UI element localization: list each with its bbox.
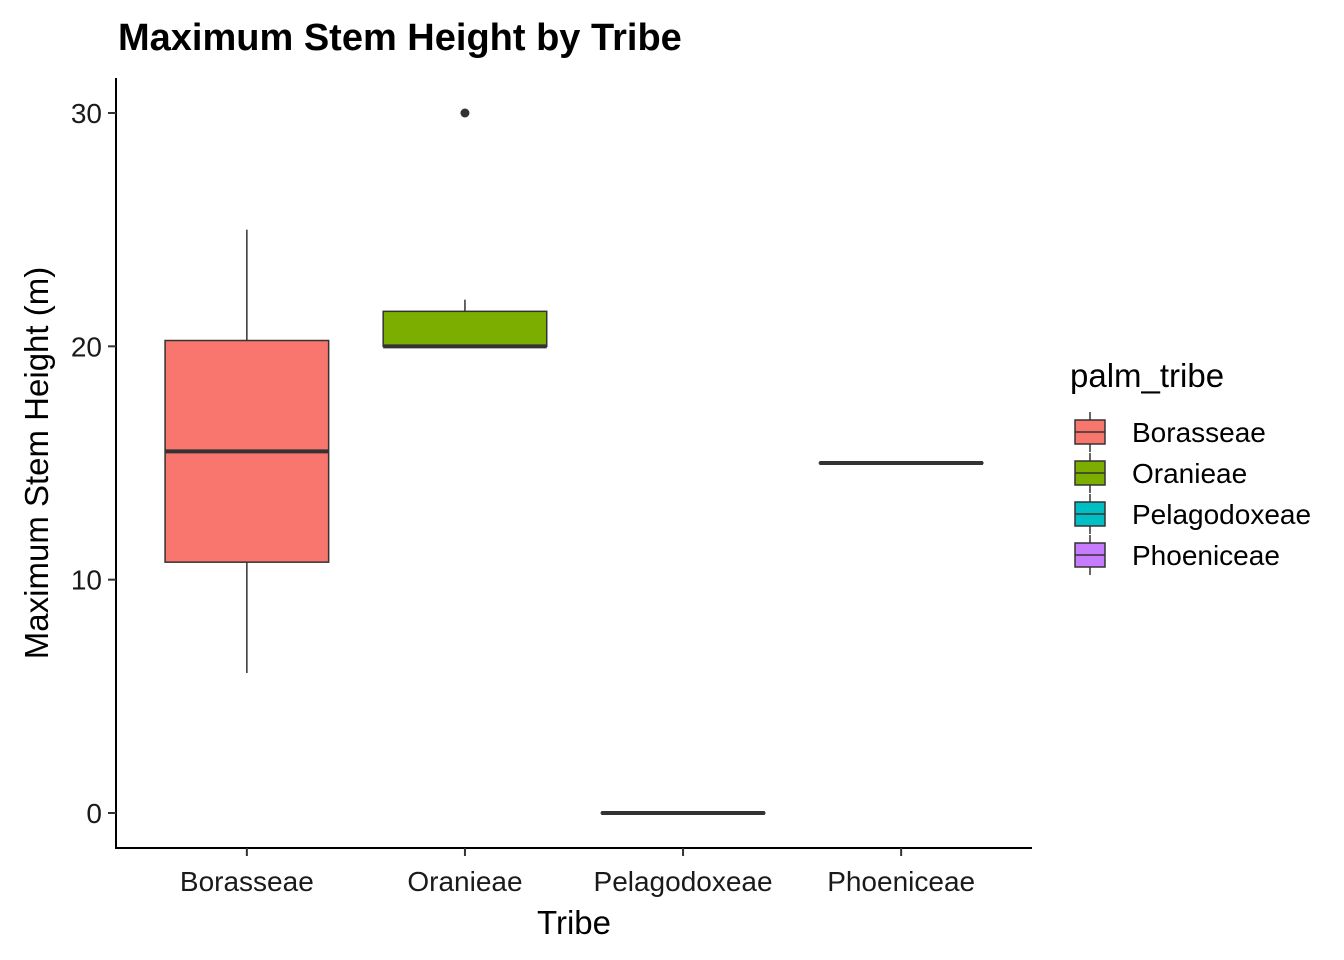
legend-label: Borasseae [1132,417,1266,448]
y-tick-label: 30 [71,98,102,129]
y-tick-label: 0 [86,798,102,829]
box-group-borasseae [164,229,330,673]
y-tick-label: 20 [71,331,102,362]
x-tick-label: Oranieae [407,866,522,897]
legend-item-pelagodoxeae: Pelagodoxeae [1074,494,1311,534]
legend-title: palm_tribe [1070,357,1224,394]
legend-label: Pelagodoxeae [1132,499,1311,530]
y-axis-title: Maximum Stem Height (m) [18,267,55,659]
box-iqr [382,310,548,348]
legend-item-borasseae: Borasseae [1074,412,1266,452]
legend-item-oranieae: Oranieae [1074,453,1247,493]
legend: palm_tribe Borasseae Oranieae Pelagodoxeae… [1070,357,1311,575]
legend-item-phoeniceae: Phoeniceae [1074,535,1280,575]
plot-area: 0 10 20 30 Borasseae Oranieae Pelagodoxeae Phoe… [71,78,1032,897]
legend-label: Oranieae [1132,458,1247,489]
box-group-oranieae [382,108,548,349]
x-axis-title: Tribe [537,904,611,941]
legend-label: Phoeniceae [1132,540,1280,571]
x-tick-label: Pelagodoxeae [594,866,773,897]
outlier-point [460,108,470,118]
chart-title: Maximum Stem Height by Tribe [118,17,682,59]
y-tick-label: 10 [71,565,102,596]
x-tick-label: Borasseae [180,866,314,897]
x-tick-label: Phoeniceae [827,866,975,897]
